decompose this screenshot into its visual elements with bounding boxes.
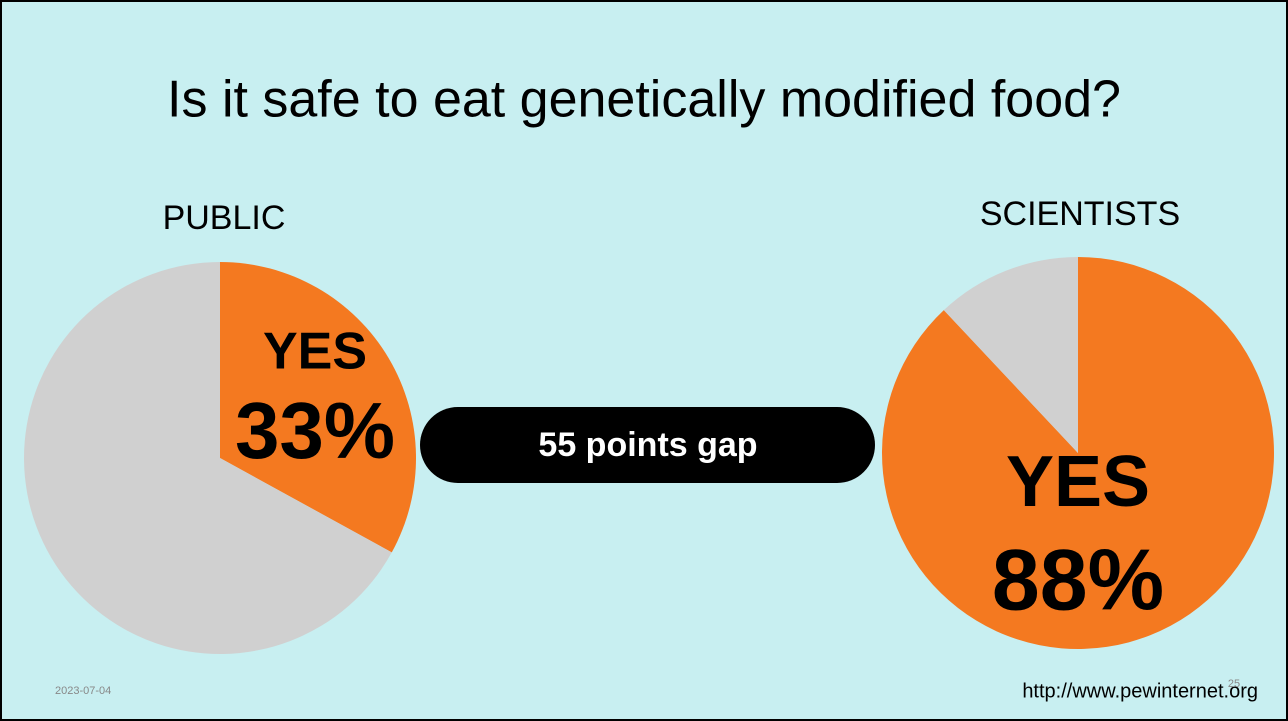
slice-value-label: 33% xyxy=(235,386,395,475)
slice-category-label: YES xyxy=(1006,442,1150,522)
slice-category-label: YES xyxy=(263,323,367,381)
pie-title: PUBLIC xyxy=(163,199,286,237)
pie-title: SCIENTISTS xyxy=(980,195,1180,233)
page-number: 25 xyxy=(1228,678,1240,690)
pie-slice xyxy=(220,262,416,553)
pie-slice xyxy=(23,262,392,654)
source: http://www.pewinternet.org xyxy=(1022,680,1258,702)
slide-title: Is it safe to eat genetically modified f… xyxy=(167,71,1121,129)
slice-value-label: 88% xyxy=(992,533,1164,629)
pie-slice xyxy=(943,257,1078,453)
gap-pill xyxy=(420,407,875,483)
gap-label: 55 points gap xyxy=(538,426,757,464)
date: 2023-07-04 xyxy=(55,685,111,697)
